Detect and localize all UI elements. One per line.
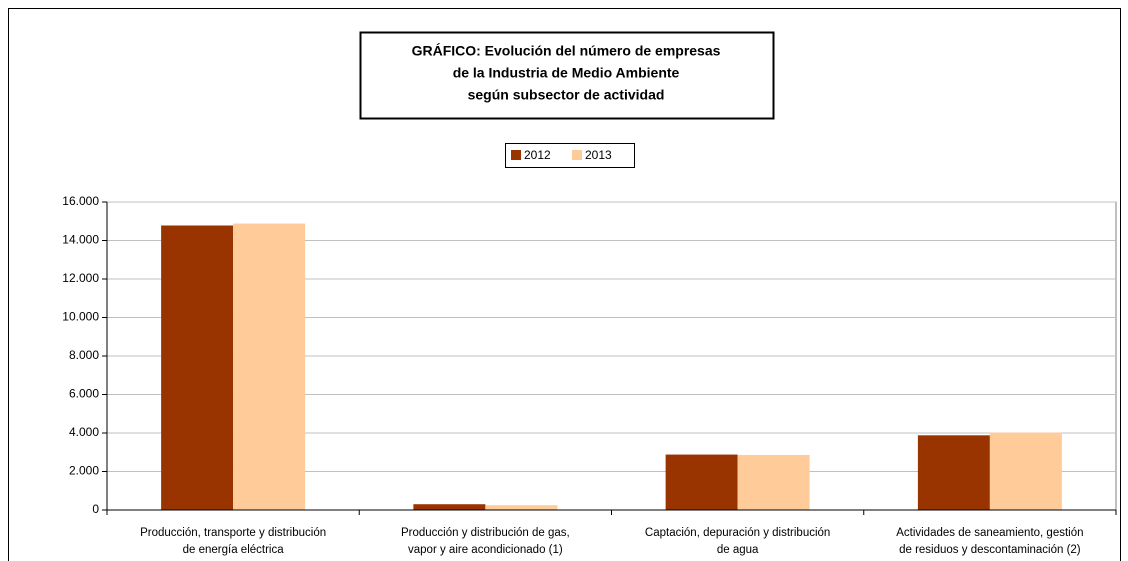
bar: [413, 504, 486, 510]
bar: [989, 432, 1062, 510]
title-line: de la Industria de Medio Ambiente: [453, 65, 680, 81]
y-tick-label: 4.000: [69, 425, 99, 439]
x-tick-label: Captación, depuración y distribución: [645, 527, 830, 539]
y-tick-label: 12.000: [62, 271, 99, 285]
y-tick-label: 10.000: [62, 310, 99, 324]
y-tick-label: 8.000: [69, 348, 99, 362]
y-tick-label: 0: [92, 502, 99, 516]
legend-box: [505, 143, 635, 168]
title-line: GRÁFICO: Evolución del número de empresa…: [412, 43, 721, 59]
legend-label: 2012: [524, 148, 551, 162]
bar: [233, 223, 306, 510]
legend-label: 2013: [585, 148, 612, 162]
y-tick-label: 16.000: [62, 194, 99, 208]
y-tick-label: 6.000: [69, 387, 99, 401]
x-tick-label: de energía eléctrica: [183, 544, 285, 556]
x-tick-label: Producción y distribución de gas,: [401, 527, 570, 539]
x-tick-label: Producción, transporte y distribución: [140, 527, 326, 539]
legend-swatch: [572, 150, 582, 160]
bar: [737, 454, 810, 510]
y-tick-label: 14.000: [62, 233, 99, 247]
x-tick-label: Actividades de saneamiento, gestión: [896, 527, 1083, 539]
legend-swatch: [511, 150, 521, 160]
bar: [665, 454, 738, 510]
bar: [161, 225, 234, 511]
bar: [485, 505, 558, 510]
chart-title: GRÁFICO: Evolución del número de empresa…: [412, 43, 721, 103]
x-tick-label: de residuos y descontaminación (2): [899, 544, 1081, 556]
y-tick-label: 2.000: [69, 464, 99, 478]
title-line: según subsector de actividad: [468, 87, 665, 103]
title-box: [359, 31, 775, 120]
x-tick-label: de agua: [717, 544, 759, 556]
bar: [917, 435, 990, 510]
x-tick-label: vapor y aire acondicionado (1): [408, 544, 563, 556]
